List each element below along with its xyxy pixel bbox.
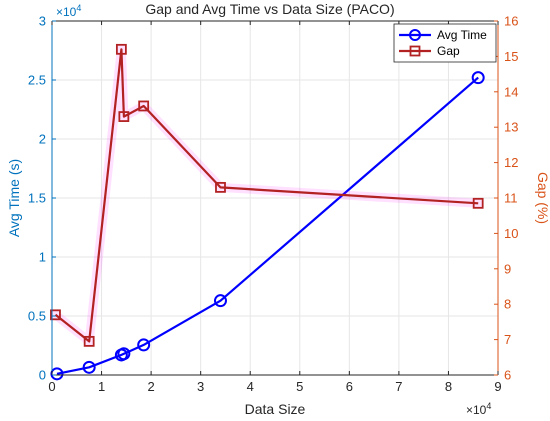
legend-marker-circle: [409, 29, 421, 41]
x-tick-label: 6: [346, 379, 353, 394]
x-tick-label: 0: [48, 379, 55, 394]
y-left-tick-label: 2.5: [28, 73, 46, 88]
y-right-tick-label: 13: [504, 120, 518, 135]
gap-marker: [118, 111, 130, 122]
y-right-tick-label: 6: [504, 368, 511, 383]
y-right-tick-label: 8: [504, 297, 511, 312]
gap-marker: [215, 181, 226, 193]
avg-time-marker: [213, 294, 227, 308]
x-tick-label: 3: [197, 379, 204, 394]
series-line-1: [54, 48, 479, 343]
y-left-tick-label: 3: [39, 14, 46, 29]
y-right-tick-label: 12: [504, 155, 518, 170]
y-left-tick-label: 1.5: [28, 191, 46, 206]
y-right-tick-label: 11: [504, 191, 518, 206]
x-tick-label: 5: [296, 379, 303, 394]
avg-time-marker: [50, 367, 64, 381]
x-tick-label: 7: [395, 379, 402, 394]
y-left-tick-label: 2: [39, 132, 46, 147]
y-left-tick-label: 0: [39, 368, 46, 383]
y-right-tick-label: 14: [504, 84, 518, 99]
y-right-tick-label: 10: [504, 226, 518, 241]
avg-time-marker: [82, 360, 96, 374]
gap-marker: [472, 197, 484, 209]
avg-time-marker: [117, 347, 131, 361]
gap-marker: [83, 335, 95, 347]
y-right-tick-label: 7: [504, 332, 511, 347]
x-exponent-base: ×10: [466, 403, 487, 417]
y-left-axis-label: Avg Time (s): [6, 159, 22, 237]
y-left-tick-label: 1: [39, 250, 46, 265]
series: [50, 43, 485, 381]
legend: Avg Time Gap: [393, 23, 497, 63]
axes: 0 1 2 3 4 5 6 7 8 900.511.522.5367891011121314151…: [6, 3, 550, 417]
y-left-exponent-base: ×10: [56, 5, 77, 19]
x-exponent-power: 4: [486, 401, 491, 411]
x-tick-label: 9: [494, 379, 501, 394]
y-right-tick-label: 16: [504, 14, 518, 29]
legend-label-1: Gap: [437, 44, 460, 58]
chart-title: Gap and Avg Time vs Data Size (PACO): [145, 1, 394, 17]
legend-marker-square: [409, 45, 421, 57]
gap-marker: [115, 43, 127, 55]
gap-marker: [50, 309, 61, 321]
gap-marker: [138, 100, 150, 112]
legend-label-0: Avg Time: [437, 28, 487, 42]
x-axis-label: Data Size: [245, 401, 306, 417]
y-left-exponent-power: 4: [76, 3, 81, 13]
y-left-exponent: ×104: [56, 3, 81, 19]
x-tick-label: 2: [147, 379, 154, 394]
series-line-0: [56, 76, 479, 375]
y-left-tick-label: 0.5: [28, 309, 46, 324]
x-tick-label: 1: [98, 379, 105, 394]
avg-time-marker: [137, 338, 151, 352]
x-tick-label: 4: [247, 379, 254, 394]
avg-time-marker: [471, 71, 485, 85]
grid: [52, 21, 498, 375]
x-exponent: ×104: [466, 401, 491, 417]
x-tick-label: 8: [445, 379, 452, 394]
y-right-tick-label: 15: [504, 49, 518, 64]
y-right-axis-label: Gap (%): [535, 172, 550, 224]
y-right-tick-label: 9: [504, 261, 511, 276]
